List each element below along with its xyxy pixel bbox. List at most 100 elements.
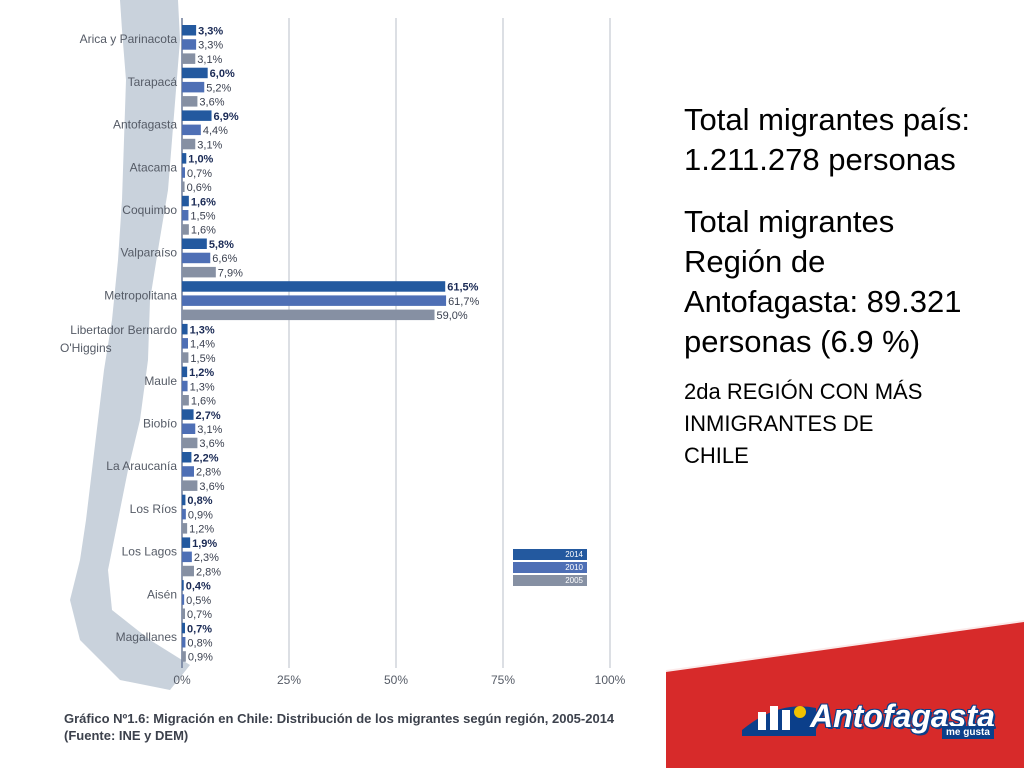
rank-note-2: INMIGRANTES DE [684,411,874,436]
bar-2014 [182,153,187,164]
bar-2014 [182,580,184,591]
data-label: 6,0% [210,68,235,80]
legend-item-2014: 2014 [513,549,587,560]
bar-2005 [182,523,188,534]
data-label: 2,2% [193,453,218,465]
data-label: 1,2% [189,367,214,379]
bar-2014 [182,25,197,36]
data-label: 0,9% [188,652,213,664]
data-label: 3,6% [199,97,224,109]
data-label: 1,5% [190,353,215,365]
data-label: 0,6% [187,182,212,194]
bar-2005 [182,53,196,64]
bar-2010 [182,466,194,477]
region-label: La Araucanía [106,459,177,473]
emblem-building [770,706,778,730]
bar-2014 [182,537,191,548]
region-label: Libertador Bernardo [70,323,177,337]
bar-2005 [182,96,198,107]
rank-note-1: 2da REGIÓN CON MÁS [684,379,923,404]
data-label: 3,6% [199,481,224,493]
x-tick-label: 50% [384,673,408,687]
data-label: 2,8% [196,566,221,578]
data-label: 0,8% [187,495,212,507]
chile-map-icon [70,0,190,690]
data-label: 1,3% [190,381,215,393]
bar-2014 [182,494,186,506]
bar-2014 [182,195,189,207]
x-tick-label: 0% [173,673,191,687]
region-label: Biobío [143,417,177,431]
chart-panel: 0% 25% 50% 75% 100% Arica y Parinacota 3,3% 3,… [60,0,664,744]
data-label: 3,1% [197,424,222,436]
bar-2014 [182,238,207,249]
total-country-label: Total migrantes país: [684,102,971,137]
rank-note-3: CHILE [684,443,749,468]
bar-2005 [182,138,196,150]
bar-2014 [182,366,188,378]
bar-2014 [182,67,208,79]
data-label: 5,8% [209,239,234,251]
bar-2010 [182,167,185,178]
info-panel: Total migrantes país: 1.211.278 personas… [684,100,1014,472]
bar-2005 [182,651,186,662]
data-label: 0,7% [187,623,212,635]
bar-2005 [182,266,216,278]
bar-2010 [182,380,188,392]
total-region-label-1: Total migrantes [684,204,895,239]
region-label: Tarapacá [128,75,178,89]
bar-2005 [182,352,189,363]
data-label: 1,2% [189,524,214,536]
bar-2010 [182,594,185,605]
logo-band [666,614,1024,768]
data-label: 3,6% [199,438,224,450]
data-label: 3,1% [197,54,222,66]
data-label: 1,6% [191,196,216,208]
region-label: Los Ríos [130,502,177,516]
data-label: 3,3% [198,40,223,52]
total-region-share: personas (6.9 %) [684,324,921,359]
bar-2010 [182,338,188,349]
data-label: 1,4% [190,339,215,351]
data-label: 59,0% [437,310,468,322]
bar-2014 [182,323,188,335]
logo-tagline: me gusta [942,726,994,739]
data-label: 1,0% [188,154,213,166]
data-label: 5,2% [206,82,231,94]
legend-item-2005: 2005 [513,575,587,586]
data-label: 2,3% [194,552,219,564]
data-label: 2,8% [196,467,221,479]
x-tick-label: 75% [491,673,515,687]
bar-2010 [182,39,197,50]
x-tick-label: 100% [595,673,626,687]
data-label: 1,3% [190,324,215,336]
bar-2010 [182,637,186,648]
data-label: 3,3% [198,26,223,38]
bar-2005 [182,608,185,619]
bar-2010 [182,508,186,520]
region-label: Antofagasta [113,118,177,132]
sun-icon [794,706,806,718]
bar-2005 [182,224,189,235]
bar-2014 [182,409,194,420]
chart-caption: Gráfico Nº1.6: Migración en Chile: Distr… [64,710,664,744]
bar-2005 [182,181,185,192]
data-label: 6,9% [214,111,239,123]
bar-2010 [182,295,447,306]
bar-2010 [182,252,211,264]
region-label: Coquimbo [122,203,177,217]
data-label: 61,7% [448,296,479,308]
data-label: 7,9% [218,267,243,279]
data-label: 6,6% [212,253,237,265]
data-label: 61,5% [447,282,478,294]
x-tick-label: 25% [277,673,301,687]
emblem-building [782,710,790,730]
total-region-label-2: Región de [684,244,826,279]
emblem-building [758,712,766,730]
caption-title: Gráfico Nº1.6: Migración en Chile: Distr… [64,711,615,726]
bar-2010 [182,551,192,563]
data-label: 1,9% [192,538,217,550]
region-label: Valparaíso [121,246,178,260]
region-label: Aisén [147,587,177,601]
